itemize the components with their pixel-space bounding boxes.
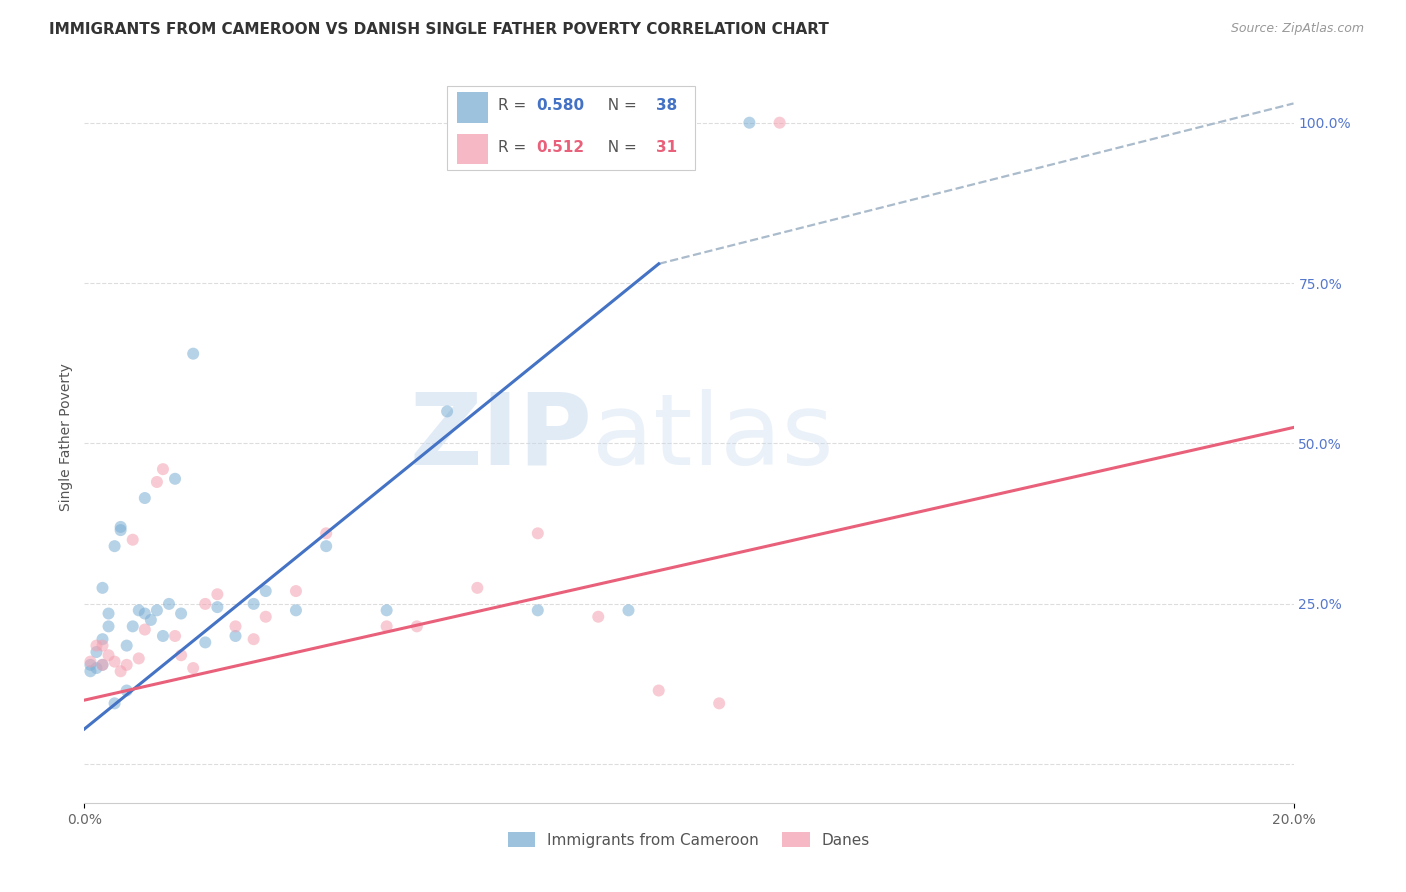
Point bbox=[115, 657, 138, 672]
Point bbox=[375, 619, 398, 633]
Point bbox=[406, 619, 429, 633]
Legend: Immigrants from Cameroon, Danes: Immigrants from Cameroon, Danes bbox=[502, 825, 876, 854]
Point bbox=[738, 116, 761, 130]
Point bbox=[79, 665, 101, 679]
Point bbox=[134, 607, 156, 621]
Bar bbox=[457, 134, 488, 164]
Point bbox=[242, 632, 264, 647]
Point bbox=[165, 629, 187, 643]
Point bbox=[121, 533, 143, 547]
Point bbox=[617, 603, 640, 617]
Text: R =: R = bbox=[498, 98, 531, 113]
Point bbox=[91, 657, 114, 672]
Point bbox=[375, 603, 398, 617]
Point bbox=[91, 632, 114, 647]
Point bbox=[134, 623, 156, 637]
Point bbox=[97, 619, 120, 633]
Point bbox=[207, 587, 229, 601]
Point bbox=[139, 613, 162, 627]
Point bbox=[181, 661, 204, 675]
Text: Source: ZipAtlas.com: Source: ZipAtlas.com bbox=[1230, 22, 1364, 36]
Point bbox=[315, 539, 337, 553]
Point bbox=[170, 607, 193, 621]
Point bbox=[315, 526, 337, 541]
Point bbox=[194, 635, 217, 649]
Point bbox=[128, 603, 150, 617]
Point bbox=[225, 629, 247, 643]
Point bbox=[91, 657, 114, 672]
Point bbox=[146, 475, 169, 489]
Point bbox=[242, 597, 264, 611]
Text: ZIP: ZIP bbox=[409, 389, 592, 485]
Point bbox=[128, 651, 150, 665]
Point bbox=[146, 603, 169, 617]
Point bbox=[134, 491, 156, 505]
Point bbox=[91, 581, 114, 595]
FancyBboxPatch shape bbox=[447, 86, 695, 170]
Point bbox=[436, 404, 458, 418]
Point bbox=[115, 683, 138, 698]
Point bbox=[254, 609, 277, 624]
Point bbox=[110, 520, 132, 534]
Point bbox=[121, 619, 143, 633]
Text: 0.512: 0.512 bbox=[537, 140, 585, 155]
Text: IMMIGRANTS FROM CAMEROON VS DANISH SINGLE FATHER POVERTY CORRELATION CHART: IMMIGRANTS FROM CAMEROON VS DANISH SINGL… bbox=[49, 22, 830, 37]
Y-axis label: Single Father Poverty: Single Father Poverty bbox=[59, 363, 73, 511]
Point bbox=[91, 639, 114, 653]
Text: 31: 31 bbox=[657, 140, 678, 155]
Point bbox=[104, 539, 127, 553]
Point bbox=[86, 645, 108, 659]
Point bbox=[527, 603, 550, 617]
Point bbox=[588, 609, 610, 624]
Point bbox=[254, 584, 277, 599]
Point bbox=[110, 523, 132, 537]
Text: atlas: atlas bbox=[592, 389, 834, 485]
Point bbox=[709, 697, 731, 711]
Point bbox=[194, 597, 217, 611]
Point bbox=[86, 661, 108, 675]
Point bbox=[170, 648, 193, 663]
Point bbox=[79, 655, 101, 669]
Text: N =: N = bbox=[599, 98, 643, 113]
Point bbox=[86, 639, 108, 653]
Text: N =: N = bbox=[599, 140, 643, 155]
Point bbox=[104, 655, 127, 669]
Point bbox=[225, 619, 247, 633]
Point bbox=[97, 648, 120, 663]
Point bbox=[152, 629, 174, 643]
Point bbox=[467, 581, 489, 595]
Point bbox=[207, 600, 229, 615]
Point bbox=[115, 639, 138, 653]
Point bbox=[104, 697, 127, 711]
Point bbox=[181, 346, 204, 360]
Point bbox=[527, 526, 550, 541]
Text: 0.580: 0.580 bbox=[537, 98, 585, 113]
Point bbox=[285, 603, 308, 617]
Point bbox=[648, 683, 671, 698]
Point bbox=[285, 584, 308, 599]
Point bbox=[97, 607, 120, 621]
Point bbox=[79, 657, 101, 672]
Point bbox=[152, 462, 174, 476]
Point bbox=[769, 116, 792, 130]
Bar bbox=[457, 92, 488, 122]
Text: R =: R = bbox=[498, 140, 531, 155]
Point bbox=[157, 597, 180, 611]
Text: 38: 38 bbox=[657, 98, 678, 113]
Point bbox=[165, 472, 187, 486]
Point bbox=[110, 665, 132, 679]
